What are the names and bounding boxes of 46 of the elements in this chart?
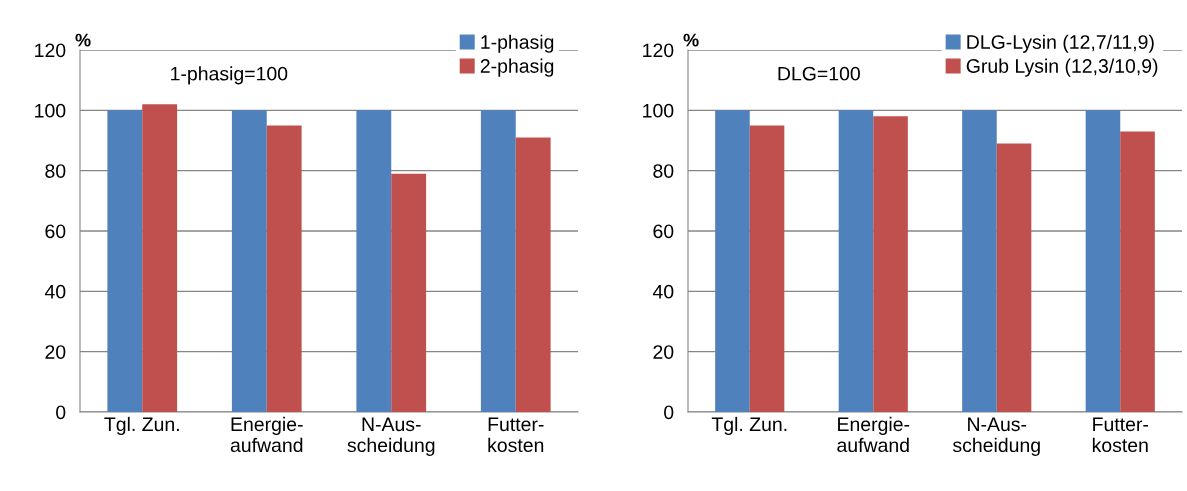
x-tick-label: N-Aus- scheidung [952, 417, 1040, 456]
x-tick-label: Futter- kosten [1092, 417, 1149, 453]
y-tick-label: 0 [56, 405, 66, 420]
bar [749, 125, 785, 412]
y-tick-label: 100 [643, 103, 674, 118]
bar [873, 116, 908, 412]
y-tick-label: 0 [664, 405, 674, 420]
y-tick-label: 20 [653, 345, 674, 359]
x-tick-label: Energie- aufwand [837, 416, 910, 453]
x-tick-label: N-Aus- scheidung [347, 417, 435, 456]
bar [715, 110, 750, 412]
bar [480, 110, 516, 412]
bar [996, 143, 1032, 412]
bar [107, 110, 143, 412]
x-tick-label: Futter- kosten [488, 417, 544, 453]
bar [1085, 110, 1121, 412]
y-tick-label: 40 [44, 284, 66, 299]
legend-label: Grub Lysin (12,3/10,9) [966, 58, 1158, 77]
x-tick-label: Energie- aufwand [230, 416, 303, 453]
y-axis-title: % [75, 33, 91, 47]
y-tick-label: 80 [45, 164, 66, 178]
annotation: 1-phasig=100 [171, 66, 288, 85]
legend-label: 1-phasig [481, 34, 554, 53]
x-tick-label: Tgl. Zun. [104, 416, 179, 435]
y-axis-title: % [683, 33, 699, 47]
bar [962, 110, 997, 412]
bar [142, 104, 178, 412]
bar [838, 110, 874, 412]
bar [266, 125, 302, 412]
y-tick-label: 20 [45, 345, 66, 359]
bar [1120, 131, 1155, 412]
y-tick-label: 120 [643, 43, 674, 58]
bar [391, 173, 427, 412]
y-tick-label: 120 [35, 43, 66, 58]
y-tick-label: 40 [652, 284, 674, 299]
annotation: DLG=100 [778, 66, 860, 81]
legend-label: 2-phasig [480, 58, 554, 77]
bar [231, 110, 267, 412]
y-tick-label: 60 [45, 224, 66, 239]
y-tick-label: 60 [653, 224, 674, 239]
x-tick-label: Tgl. Zun. [711, 416, 787, 435]
bar [515, 137, 551, 412]
legend-label: DLG-Lysin (12,7/11,9) [967, 34, 1154, 53]
bar [356, 110, 392, 412]
y-tick-label: 80 [653, 164, 674, 178]
y-tick-label: 100 [35, 103, 66, 118]
